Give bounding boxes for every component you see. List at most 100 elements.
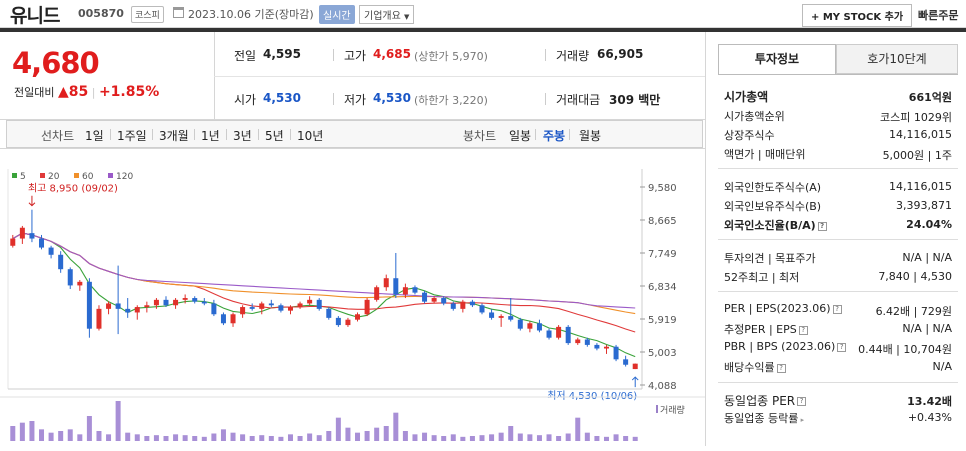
diff-value: ▲85 — [57, 84, 89, 100]
candle-body — [153, 299, 159, 306]
candle-body — [460, 301, 466, 309]
tab-daily[interactable]: 일봉 — [509, 129, 532, 143]
help-icon[interactable]: ? — [798, 325, 808, 335]
candle-body — [144, 305, 150, 308]
base-date: 2023.10.06 기준(장마감) — [188, 8, 314, 21]
tab-weekly[interactable]: 주봉 — [543, 129, 566, 143]
candle-body — [201, 301, 207, 304]
candle-body — [211, 303, 217, 315]
volume-bar — [29, 421, 35, 441]
tab-1day[interactable]: 1일 — [85, 129, 104, 143]
week52-value: 7,840 | 4,530 — [878, 270, 952, 283]
volume-bar — [163, 436, 169, 441]
listed-shares-label: 상장주식수 — [724, 129, 775, 142]
candle-body — [106, 303, 112, 309]
volume-bar — [594, 436, 600, 441]
company-overview-dropdown[interactable]: 기업개요 ▼ — [359, 5, 415, 24]
stock-header: 유니드 005870 코스피 2023.10.06 기준(장마감) 실시간 기업… — [0, 0, 966, 28]
price-summary: 4,680 전일대비 ▲85 | +1.85% — [0, 32, 705, 120]
help-icon[interactable]: ? — [797, 397, 807, 406]
week52-label: 52주최고 | 최저 — [724, 271, 800, 284]
divider — [333, 93, 334, 105]
prev-close-value: 4,595 — [263, 47, 301, 61]
help-icon[interactable]: ? — [776, 363, 786, 373]
tab-5year[interactable]: 5년 — [265, 129, 284, 143]
per-eps-value: 6.42배 | 729원 — [875, 305, 952, 318]
help-icon[interactable]: ? — [832, 304, 842, 314]
candle-body — [278, 305, 284, 311]
candle-body — [364, 299, 370, 315]
my-stock-add-button[interactable]: + MY STOCK 추가 — [802, 4, 913, 27]
candle-body — [393, 278, 399, 295]
candle-body — [67, 269, 73, 286]
foreign-ratio-label: 외국인소진율(B/A)? — [724, 217, 827, 233]
candle-body — [287, 307, 293, 311]
quick-order-link[interactable]: 빠른주문 — [918, 9, 959, 22]
volume-bar — [86, 416, 92, 441]
candle-body — [240, 307, 246, 315]
tab-1year[interactable]: 1년 — [201, 129, 220, 143]
tab-3year[interactable]: 3년 — [233, 129, 252, 143]
volume-bar — [632, 436, 638, 441]
realtime-button[interactable]: 실시간 — [319, 5, 355, 24]
volume-bar — [469, 436, 475, 441]
divider — [535, 129, 536, 140]
volume-bar — [173, 434, 179, 441]
divider — [333, 49, 334, 61]
tab-monthly[interactable]: 월봉 — [579, 129, 602, 143]
tab-investment-info[interactable]: 투자정보 — [718, 44, 836, 74]
candle-body — [594, 344, 600, 349]
volume-bar — [230, 432, 236, 441]
candle-body — [173, 299, 179, 306]
chevron-down-icon: ▼ — [404, 13, 410, 21]
volume-bar — [536, 435, 542, 441]
pbr-bps-value: 0.44배 | 10,704원 — [858, 343, 952, 356]
divider — [569, 129, 570, 140]
legend-swatch — [108, 173, 113, 178]
candle-body — [508, 316, 514, 320]
candle-body — [575, 339, 581, 344]
moving-average-line — [12, 232, 636, 333]
market-cap-value: 661억원 — [908, 91, 952, 104]
candle-body — [412, 287, 418, 293]
volume-bar — [39, 429, 45, 441]
foreign-limit-value: 14,116,015 — [889, 180, 952, 193]
low-annotation: 최저 4,530 (10/06) — [547, 390, 637, 402]
y-tick-label: 8,665 — [648, 216, 677, 227]
help-icon[interactable]: ? — [837, 342, 847, 352]
candle-body — [220, 314, 226, 324]
help-icon[interactable]: ? — [817, 221, 827, 231]
candle-body — [249, 307, 255, 309]
tab-1week[interactable]: 1주일 — [117, 129, 147, 143]
volume-bar — [201, 436, 207, 441]
tab-order-book[interactable]: 호가10단계 — [836, 44, 958, 74]
volume-bar — [508, 426, 514, 441]
volume-label: 거래량 — [660, 404, 685, 416]
candle-body — [623, 359, 629, 365]
current-price: 4,680 — [12, 46, 100, 80]
tab-10year[interactable]: 10년 — [297, 129, 324, 143]
candle-body — [58, 254, 64, 270]
dividend-value: N/A — [932, 360, 952, 373]
volume-bar — [58, 431, 64, 441]
candle-body — [134, 307, 140, 313]
volume-bar — [374, 427, 380, 441]
candle-body — [268, 303, 274, 306]
investment-info-panel: 투자정보 호가10단계 시가총액 661억원 시가총액순위 코스피 1029위 … — [705, 32, 966, 446]
candle-body — [86, 281, 92, 329]
candle-body — [383, 278, 389, 288]
candle-body — [479, 305, 485, 313]
candle-body — [517, 319, 523, 329]
candle-body — [632, 363, 638, 370]
tab-3month[interactable]: 3개월 — [159, 129, 189, 143]
y-tick-label: 9,580 — [648, 183, 677, 194]
dividend-label: 배당수익률? — [724, 359, 786, 375]
legend-swatch — [40, 173, 45, 178]
per-eps-label: PER | EPS(2023.06)? — [724, 302, 842, 315]
foreign-ratio-text: 외국인소진율(B/A) — [724, 219, 816, 232]
candle-body — [48, 247, 54, 255]
listed-shares-value: 14,116,015 — [889, 128, 952, 141]
legend-label: 20 — [48, 172, 60, 182]
open-value: 4,530 — [263, 91, 301, 105]
market-badge: 코스피 — [131, 6, 164, 23]
